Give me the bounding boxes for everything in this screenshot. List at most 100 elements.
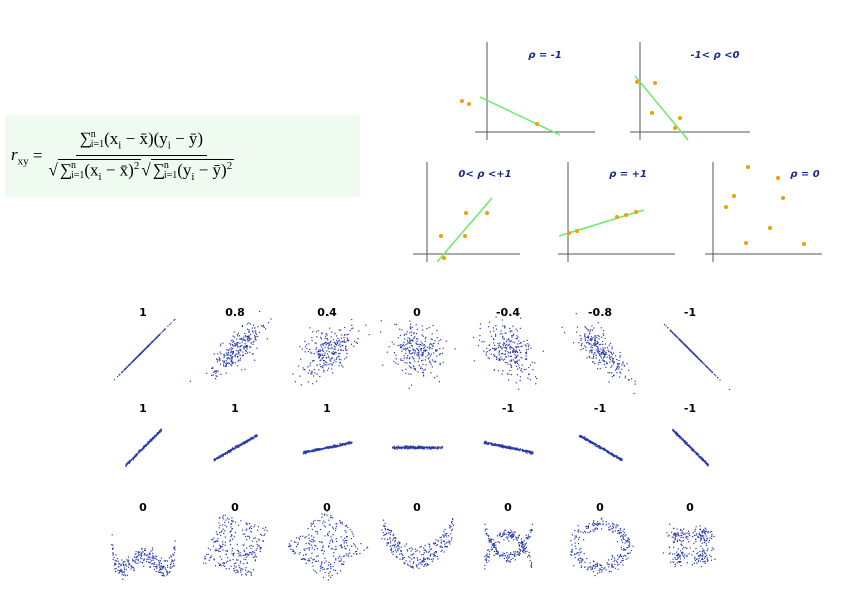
point: [353, 535, 355, 537]
point: [594, 363, 596, 365]
point: [330, 576, 332, 578]
point: [255, 339, 257, 341]
point: [409, 337, 411, 340]
point: [591, 325, 593, 327]
point: [426, 346, 428, 348]
point: [325, 447, 327, 449]
point: [235, 566, 237, 568]
point: [390, 549, 392, 551]
point: [157, 432, 159, 434]
point: [222, 562, 224, 564]
point: [367, 546, 369, 548]
point: [517, 542, 519, 544]
point: [512, 348, 514, 350]
point: [431, 560, 434, 562]
point: [140, 353, 142, 355]
point: [222, 454, 224, 456]
point: [231, 528, 234, 530]
point: [345, 540, 347, 542]
dot: [802, 242, 806, 246]
point: [400, 359, 402, 362]
point: [408, 358, 410, 360]
point: [518, 349, 521, 351]
point: [663, 323, 666, 326]
point: [250, 527, 253, 530]
point: [423, 565, 425, 567]
point: [237, 559, 239, 561]
point: [292, 373, 294, 375]
point: [166, 570, 168, 572]
point: [423, 347, 425, 349]
point: [411, 565, 413, 567]
point: [253, 537, 255, 540]
point: [417, 447, 419, 449]
point: [499, 346, 501, 348]
point: [504, 346, 507, 349]
point: [588, 342, 590, 344]
point: [435, 544, 437, 547]
point: [498, 443, 500, 446]
point: [396, 324, 398, 326]
point: [149, 552, 151, 554]
point: [511, 553, 513, 556]
point: [173, 547, 175, 549]
point: [135, 557, 137, 559]
point: [121, 571, 123, 573]
point: [160, 428, 162, 431]
point: [345, 346, 347, 348]
point: [445, 340, 447, 342]
point: [392, 534, 394, 536]
point: [147, 558, 149, 561]
point: [588, 337, 590, 339]
point: [234, 448, 236, 450]
point: [586, 357, 588, 359]
point: [174, 549, 176, 551]
point: [697, 357, 699, 359]
point: [492, 543, 494, 545]
point: [158, 563, 160, 565]
point: [315, 348, 317, 350]
point: [133, 359, 135, 361]
point: [441, 546, 443, 548]
point: [139, 557, 142, 559]
point: [387, 543, 389, 545]
point: [618, 359, 620, 362]
point: [613, 352, 615, 354]
point: [158, 571, 160, 573]
point: [253, 340, 255, 342]
point: [259, 310, 261, 312]
point: [418, 343, 420, 345]
point: [216, 457, 218, 459]
point: [232, 339, 234, 341]
point: [513, 539, 515, 541]
point: [527, 348, 529, 350]
point: [303, 369, 305, 371]
point: [486, 555, 488, 557]
point: [484, 441, 486, 443]
point: [239, 554, 241, 556]
point: [220, 531, 222, 533]
point: [396, 448, 398, 450]
point: [489, 442, 491, 444]
point: [297, 365, 300, 367]
point: [237, 332, 240, 334]
point: [597, 347, 599, 349]
point: [448, 541, 450, 544]
point: [319, 520, 321, 522]
point: [451, 528, 453, 530]
point: [611, 348, 613, 350]
point: [231, 362, 233, 364]
point: [316, 548, 318, 550]
point: [318, 448, 320, 450]
point: [229, 531, 231, 533]
point: [418, 357, 420, 360]
point: [216, 371, 218, 373]
point: [219, 351, 221, 353]
point: [331, 344, 333, 346]
point: [430, 548, 433, 550]
point: [403, 341, 405, 343]
point: [240, 571, 242, 573]
point: [244, 349, 247, 351]
point: [396, 557, 398, 559]
point: [394, 447, 396, 449]
